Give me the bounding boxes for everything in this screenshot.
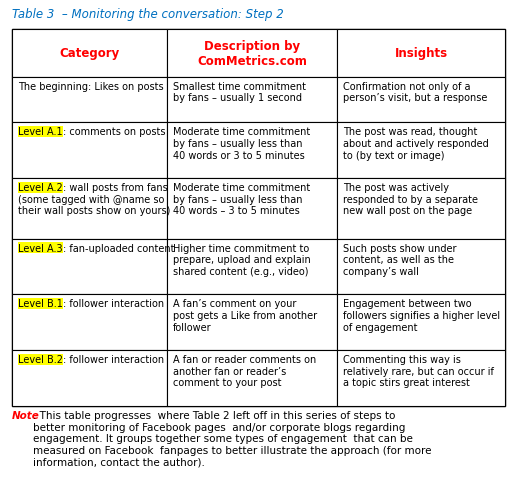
Bar bbox=[168, 239, 338, 295]
Text: Moderate time commitment
by fans – usually less than
40 words – 3 to 5 minutes: Moderate time commitment by fans – usual… bbox=[173, 183, 311, 216]
Text: : follower interaction: : follower interaction bbox=[64, 299, 164, 309]
Text: Table 3  – Monitoring the conversation: Step 2: Table 3 – Monitoring the conversation: S… bbox=[12, 8, 284, 21]
Bar bbox=[168, 123, 338, 179]
Text: Insights: Insights bbox=[394, 47, 448, 60]
Text: their wall posts show on yours): their wall posts show on yours) bbox=[18, 206, 171, 216]
Bar bbox=[12, 351, 168, 406]
Text: The post was actively
responded to by a separate
new wall post on the page: The post was actively responded to by a … bbox=[343, 183, 478, 216]
Bar bbox=[338, 295, 505, 351]
Text: : fan-uploaded content: : fan-uploaded content bbox=[64, 243, 175, 253]
Bar bbox=[338, 179, 505, 239]
Bar bbox=[338, 77, 505, 123]
Bar bbox=[338, 30, 505, 77]
Bar bbox=[338, 123, 505, 179]
Text: Level B.2: Level B.2 bbox=[18, 355, 63, 364]
Bar bbox=[12, 77, 168, 123]
Bar bbox=[338, 239, 505, 295]
Text: A fan or reader comments on
another fan or reader’s
comment to your post: A fan or reader comments on another fan … bbox=[173, 355, 316, 388]
Text: Category: Category bbox=[59, 47, 120, 60]
Text: The post was read, thought
about and actively responded
to (by text or image): The post was read, thought about and act… bbox=[343, 127, 489, 160]
Text: Such posts show under
content, as well as the
company’s wall: Such posts show under content, as well a… bbox=[343, 243, 457, 276]
Text: Commenting this way is
relatively rare, but can occur if
a topic stirs great int: Commenting this way is relatively rare, … bbox=[343, 355, 494, 388]
Text: : comments on posts: : comments on posts bbox=[64, 127, 166, 137]
Text: Confirmation not only of a
person’s visit, but a response: Confirmation not only of a person’s visi… bbox=[343, 81, 488, 103]
Text: Description by
ComMetrics.com: Description by ComMetrics.com bbox=[197, 40, 307, 68]
Text: : follower interaction: : follower interaction bbox=[64, 355, 164, 364]
Text: (some tagged with @name so: (some tagged with @name so bbox=[18, 194, 164, 204]
Text: : wall posts from fans: : wall posts from fans bbox=[64, 183, 168, 193]
Text: The beginning: Likes on posts: The beginning: Likes on posts bbox=[18, 81, 163, 91]
Bar bbox=[168, 179, 338, 239]
Bar bbox=[168, 77, 338, 123]
Bar bbox=[12, 179, 168, 239]
Bar bbox=[168, 295, 338, 351]
Text: Level A.1: Level A.1 bbox=[18, 127, 63, 137]
Text: Moderate time commitment
by fans – usually less than
40 words or 3 to 5 minutes: Moderate time commitment by fans – usual… bbox=[173, 127, 311, 160]
Bar bbox=[168, 30, 338, 77]
Text: Level B.1: Level B.1 bbox=[18, 299, 63, 309]
Text: Smallest time commitment
by fans – usually 1 second: Smallest time commitment by fans – usual… bbox=[173, 81, 306, 103]
Text: Note: Note bbox=[12, 410, 40, 420]
Text: . This table progresses  where Table 2 left off in this series of steps to
bette: . This table progresses where Table 2 le… bbox=[33, 410, 432, 466]
Text: A fan’s comment on your
post gets a Like from another
follower: A fan’s comment on your post gets a Like… bbox=[173, 299, 317, 332]
Text: Level A.3: Level A.3 bbox=[18, 243, 63, 253]
Text: Engagement between two
followers signifies a higher level
of engagement: Engagement between two followers signifi… bbox=[343, 299, 500, 332]
Bar bbox=[12, 295, 168, 351]
Text: Higher time commitment to
prepare, upload and explain
shared content (e.g., vide: Higher time commitment to prepare, uploa… bbox=[173, 243, 311, 276]
Bar bbox=[12, 123, 168, 179]
Text: Level A.2: Level A.2 bbox=[18, 183, 63, 193]
Bar bbox=[12, 239, 168, 295]
Bar bbox=[12, 30, 505, 406]
Bar bbox=[338, 351, 505, 406]
Bar bbox=[168, 351, 338, 406]
Bar bbox=[12, 30, 168, 77]
